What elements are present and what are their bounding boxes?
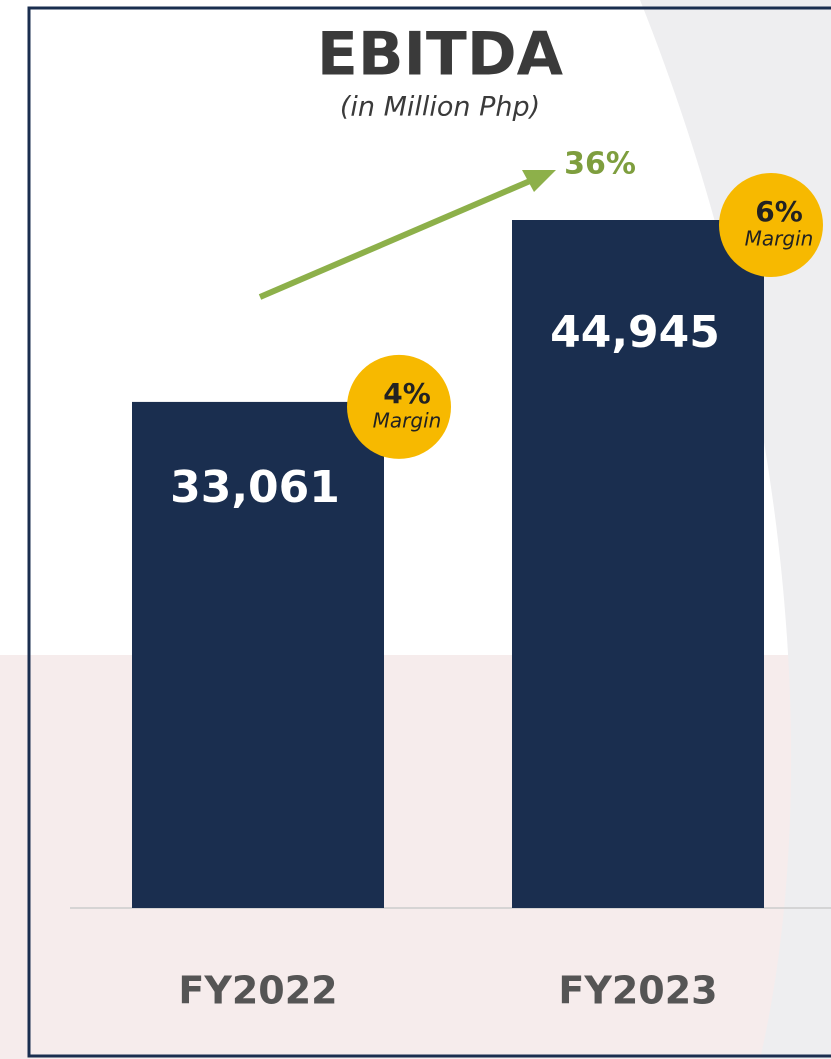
x-tick-label: FY2023 (558, 969, 717, 1013)
value-label: 44,945 (550, 307, 720, 358)
growth-arrow (258, 178, 532, 300)
arrow-head (522, 170, 556, 192)
frame (27, 6, 831, 1058)
bar (132, 401, 384, 908)
x-tick-label: FY2022 (178, 969, 337, 1013)
margin-value: 4% (383, 377, 431, 410)
margin-caption: Margin (745, 227, 814, 251)
chart-title: EBITDA (317, 20, 564, 90)
chart-subtitle: (in Million Php) (340, 92, 540, 123)
growth-label: 36% (564, 147, 636, 182)
margin-value: 6% (755, 195, 803, 228)
value-label: 33,061 (170, 462, 340, 513)
margin-badge (719, 173, 823, 277)
bar (512, 220, 764, 908)
margin-badge (347, 354, 451, 459)
margin-caption: Margin (373, 408, 442, 432)
